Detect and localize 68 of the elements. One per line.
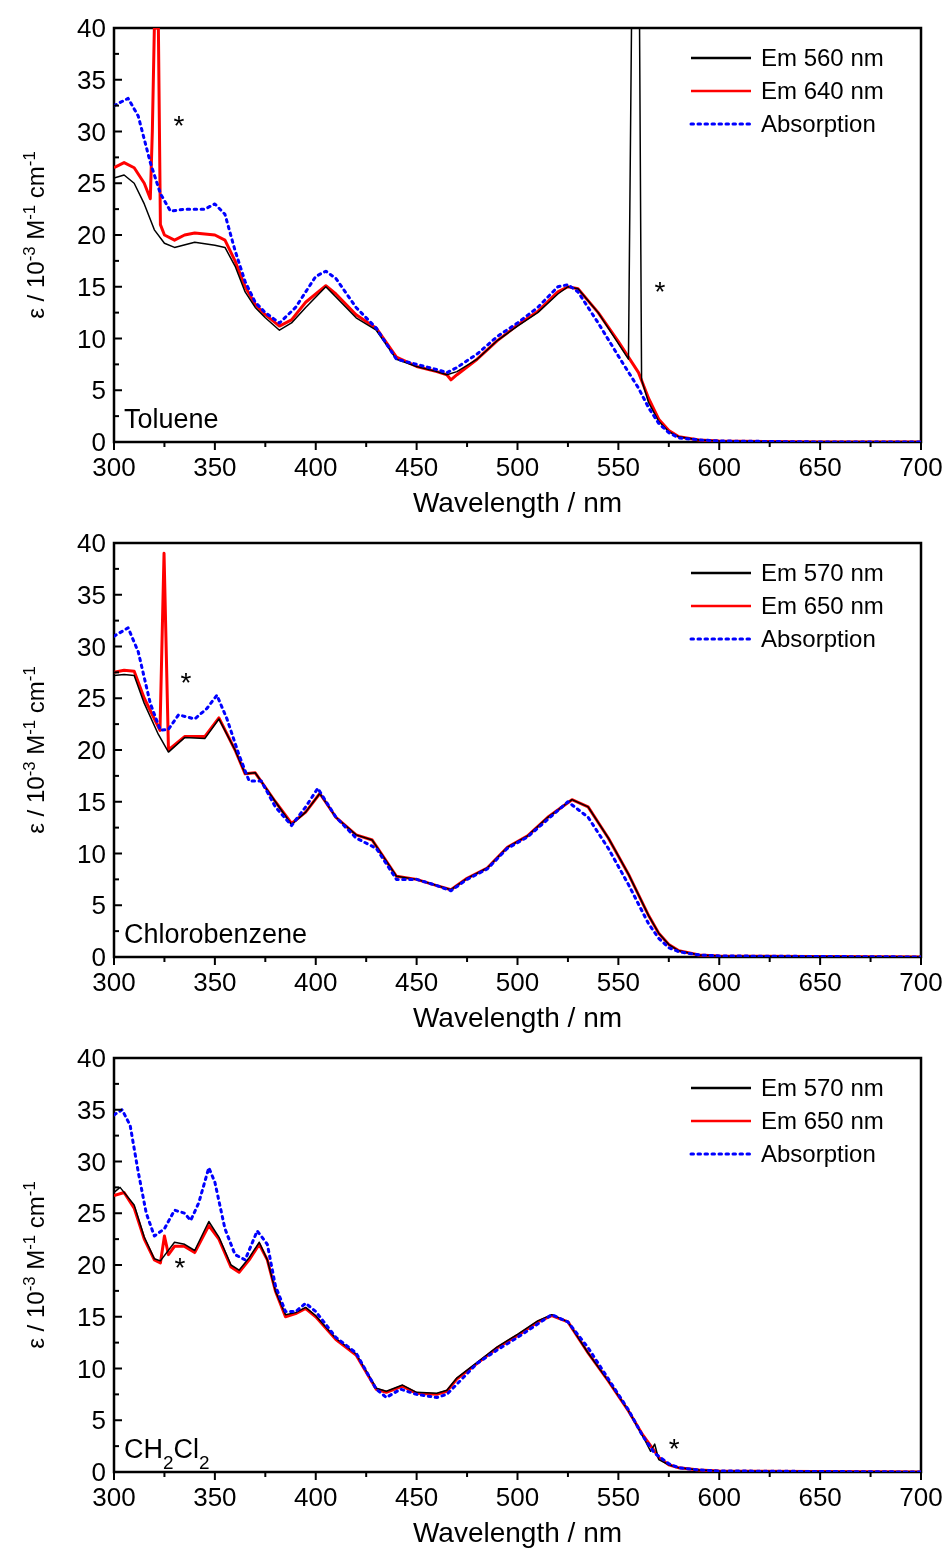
x-tick-label: 700 (899, 1482, 943, 1512)
y-tick-label: 35 (77, 1094, 106, 1125)
x-tick-label: 350 (193, 1482, 237, 1512)
legend-label: Em 640 nm (761, 77, 884, 104)
x-tick-label: 650 (798, 967, 842, 997)
x-tick-label: 650 (798, 452, 842, 482)
y-tick-label: 35 (77, 579, 106, 610)
y-tick-label: 15 (77, 271, 106, 302)
x-tick-label: 400 (294, 452, 338, 482)
y-tick-label: 35 (77, 64, 106, 95)
legend-label: Absorption (761, 110, 876, 137)
y-tick-label: 5 (91, 375, 106, 406)
y-tick-label: 10 (77, 838, 106, 869)
x-tick-label: 500 (495, 967, 540, 997)
annotation: * (180, 666, 192, 698)
x-tick-label: 600 (697, 967, 741, 997)
y-tick-label: 5 (91, 1405, 106, 1436)
y-tick-label: 30 (77, 631, 106, 662)
y-tick-label: 40 (77, 528, 106, 558)
y-tick-label: 40 (77, 1043, 106, 1073)
x-tick-label: 350 (193, 452, 237, 482)
x-tick-label: 500 (495, 452, 540, 482)
y-tick-label: 25 (77, 683, 106, 714)
x-tick-label: 400 (294, 1482, 338, 1512)
y-tick-label: 20 (77, 1250, 106, 1280)
y-tick-label: 5 (91, 890, 106, 921)
x-tick-label: 650 (798, 1482, 842, 1512)
annotation: * (654, 275, 666, 307)
y-tick-label: 20 (77, 220, 106, 250)
x-tick-label: 700 (899, 967, 943, 997)
x-tick-label: 500 (495, 1482, 540, 1512)
y-tick-label: 10 (77, 323, 106, 354)
y-tick-label: 40 (77, 13, 106, 43)
x-tick-label: 600 (697, 452, 741, 482)
x-tick-label: 450 (394, 967, 439, 997)
annotation: Toluene (124, 404, 219, 434)
legend-label: Em 650 nm (761, 1107, 884, 1134)
x-tick-label: 550 (596, 967, 641, 997)
x-axis-title: Wavelength / nm (412, 1002, 623, 1033)
x-axis-title: Wavelength / nm (412, 1517, 623, 1548)
x-tick-label: 600 (697, 1482, 741, 1512)
y-tick-label: 10 (77, 1353, 106, 1384)
legend-label: Em 570 nm (761, 1074, 884, 1101)
y-tick-label: 30 (77, 116, 106, 147)
x-tick-label: 400 (294, 967, 338, 997)
legend-label: Em 560 nm (761, 44, 884, 71)
x-tick-label: 700 (899, 452, 943, 482)
y-tick-label: 30 (77, 1146, 106, 1177)
legend-label: Absorption (761, 625, 876, 652)
x-tick-label: 550 (596, 452, 641, 482)
legend-label: Absorption (761, 1140, 876, 1167)
annotation: * (174, 1251, 186, 1283)
x-tick-label: 350 (193, 967, 237, 997)
x-axis-title: Wavelength / nm (412, 487, 623, 518)
annotation: * (668, 1433, 680, 1465)
legend-label: Em 650 nm (761, 592, 884, 619)
legend-label: Em 570 nm (761, 559, 884, 586)
x-tick-label: 450 (394, 452, 439, 482)
y-tick-label: 25 (77, 168, 106, 199)
annotation: * (173, 110, 185, 142)
annotation: Chlorobenzene (124, 919, 308, 949)
y-tick-label: 15 (77, 786, 106, 817)
x-tick-label: 550 (596, 1482, 641, 1512)
annotation: CH$_{2}$Cl$_{2}$ (124, 1434, 210, 1473)
y-tick-label: 20 (77, 735, 106, 765)
y-tick-label: 25 (77, 1198, 106, 1229)
x-tick-label: 450 (394, 1482, 439, 1512)
y-tick-label: 15 (77, 1301, 106, 1332)
